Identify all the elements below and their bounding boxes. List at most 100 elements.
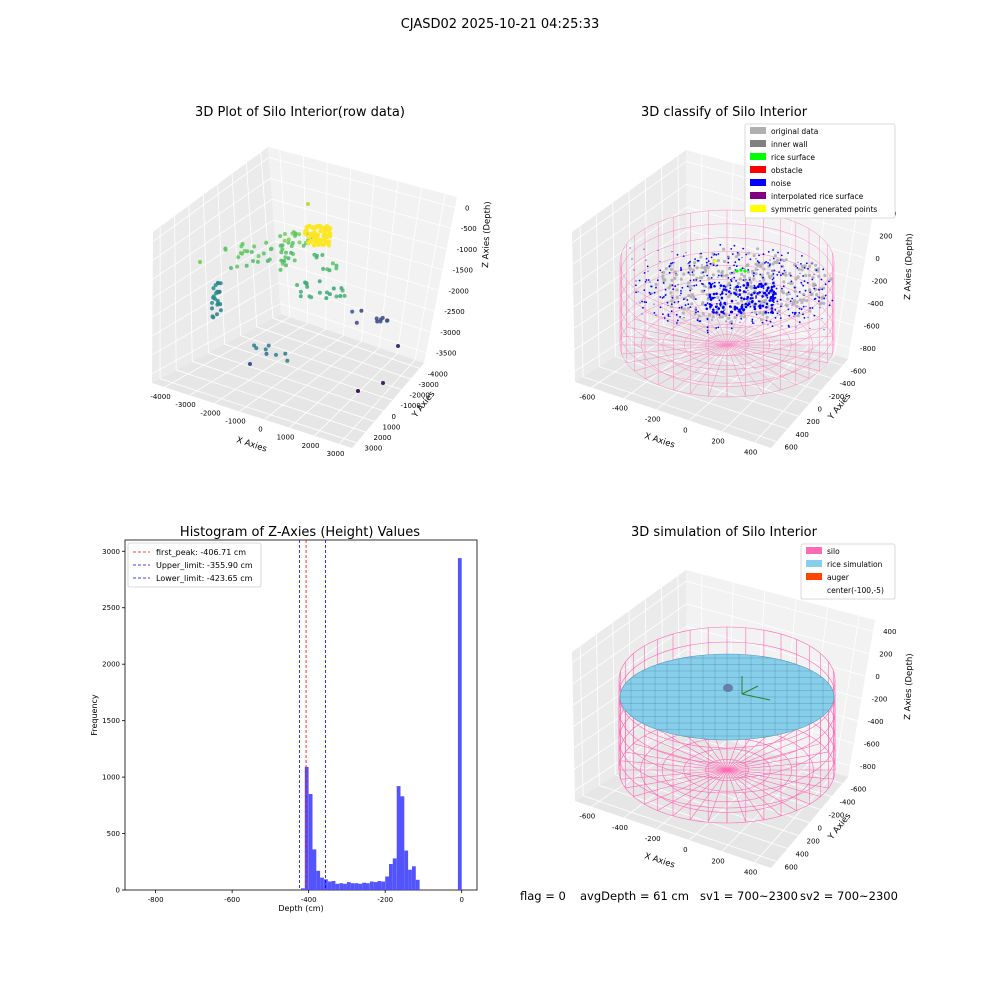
y-tick-label: -3000 — [419, 381, 439, 389]
noise-point — [823, 297, 826, 300]
original-point — [784, 273, 788, 277]
noise-point — [730, 280, 733, 283]
noise-point — [653, 291, 656, 294]
noise-point — [742, 284, 746, 287]
silo-radial — [726, 769, 765, 820]
histogram-legend: first_peak: -406.71 cm Upper_limit: -355.… — [127, 542, 262, 588]
silo-radial — [625, 751, 728, 771]
original-point — [699, 255, 703, 259]
noise-point — [791, 311, 794, 314]
grid-point — [797, 261, 799, 264]
grid-point — [639, 302, 641, 304]
grid-line — [152, 198, 273, 280]
noise-point — [670, 310, 673, 313]
noise-point — [765, 294, 768, 297]
original-point — [782, 280, 786, 284]
noise-point — [746, 281, 749, 285]
noise-point — [721, 306, 725, 309]
noise-point — [722, 284, 726, 288]
original-point — [788, 281, 793, 286]
noise-point — [801, 255, 803, 257]
noise-point — [710, 256, 713, 259]
noise-point — [755, 313, 758, 316]
silo-radial — [726, 344, 810, 379]
noise-point — [809, 307, 811, 309]
grid-point — [767, 324, 769, 326]
grid-point — [659, 260, 661, 263]
original-point — [705, 293, 709, 297]
original-point — [752, 253, 756, 258]
noise-point — [813, 287, 816, 290]
original-point — [722, 259, 727, 264]
silo-radial — [690, 295, 728, 346]
grid-line — [571, 161, 687, 244]
noise-point — [751, 318, 754, 321]
data-point — [284, 250, 288, 255]
noise-point — [751, 299, 754, 303]
noise-point — [738, 308, 742, 311]
noise-point — [831, 299, 834, 302]
grid-point — [729, 266, 731, 269]
grid-point — [637, 291, 639, 293]
noise-point — [708, 293, 712, 297]
grid-point — [631, 258, 633, 260]
original-point — [747, 251, 751, 255]
data-point — [298, 294, 303, 299]
original-point — [704, 268, 708, 272]
noise-point — [680, 290, 682, 292]
grid-point — [705, 286, 707, 288]
noise-point — [781, 272, 784, 275]
classify-plot-legend: original data inner wall rice surface obsta… — [744, 123, 896, 219]
grid-line — [152, 240, 276, 318]
x-tick-label: -600 — [579, 813, 595, 821]
original-point — [727, 295, 731, 299]
noise-point — [737, 258, 740, 261]
noise-point — [804, 289, 807, 292]
data-point — [211, 294, 216, 299]
data-point — [215, 280, 220, 285]
grid-point — [773, 281, 775, 283]
simulation-plot-y-ticks: 600 400 200 0 -200 -400 -600 — [785, 786, 867, 872]
data-point — [334, 294, 339, 299]
silo-radial — [658, 344, 728, 386]
silo-bottom-ring — [705, 759, 749, 781]
noise-point — [686, 285, 689, 288]
original-point — [702, 284, 706, 288]
noise-point — [709, 263, 712, 265]
original-point — [669, 267, 674, 272]
noise-point — [778, 262, 781, 265]
noise-point — [720, 296, 724, 300]
histogram-bar — [354, 883, 359, 890]
silo-radial — [726, 760, 834, 771]
noise-point — [703, 289, 706, 292]
raw-plot-x-ticks: -4000 -3000 -2000 -1000 0 1000 2000 3000 — [150, 393, 344, 458]
noise-point — [774, 308, 777, 311]
noise-point — [721, 310, 725, 314]
data-point — [317, 290, 322, 295]
data-point — [280, 243, 285, 248]
data-point — [251, 259, 255, 263]
original-point — [711, 315, 715, 319]
data-point — [211, 286, 216, 291]
original-point — [698, 276, 702, 280]
silo-radial — [726, 769, 782, 817]
z-tick-label: -200 — [872, 696, 888, 704]
original-point — [808, 288, 812, 292]
legend-label: Lower_limit: -423.65 cm — [156, 574, 253, 583]
noise-point — [689, 306, 692, 308]
grid-point — [739, 321, 741, 324]
original-point — [780, 258, 784, 262]
original-point — [807, 273, 812, 277]
original-point — [745, 263, 749, 268]
data-point — [317, 239, 323, 245]
noise-point — [730, 248, 733, 250]
data-point — [350, 309, 355, 314]
silo-radial — [626, 344, 728, 364]
data-point — [304, 281, 309, 286]
grid-line — [573, 229, 688, 308]
histogram-bar — [331, 881, 336, 890]
silo-radial — [689, 769, 728, 820]
grid-line — [679, 314, 843, 366]
original-point — [670, 305, 674, 309]
original-point — [820, 301, 824, 305]
